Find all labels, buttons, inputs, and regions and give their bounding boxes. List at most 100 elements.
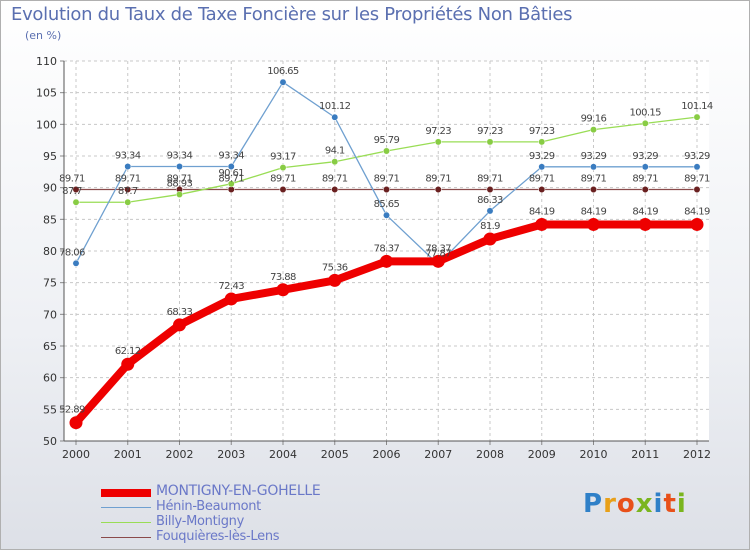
logo-letter: x: [635, 489, 654, 519]
data-point-billy: [590, 126, 597, 134]
axis-layer: 50 55 60 65 70 75 80 85 90 95 100 105 110 2000 2001 200…: [36, 55, 711, 461]
data-point-billy: [641, 119, 649, 127]
data-label-montigny: 75.36: [322, 262, 348, 273]
y-tick-label: 95: [43, 150, 57, 163]
data-point-montigny: [224, 292, 238, 306]
data-label-fouquieres: 89.71: [374, 174, 400, 185]
data-point-billy: [227, 180, 235, 188]
data-point-fouquieres: [538, 186, 546, 193]
data-label-henin: 93.29: [632, 151, 658, 162]
data-point-henin: [72, 259, 80, 267]
y-tick-label: 105: [36, 87, 57, 100]
data-point-fouquieres: [383, 186, 390, 193]
data-label-fouquieres: 89.71: [425, 174, 451, 185]
data-label-henin: 106.65: [267, 66, 299, 77]
x-tick-label: 2007: [424, 448, 452, 461]
data-label-henin: 93.34: [115, 151, 141, 162]
data-label-fouquieres: 89.71: [581, 174, 607, 185]
data-label-billy: 93.17: [270, 152, 296, 163]
data-label-fouquieres: 89.71: [59, 174, 85, 185]
data-label-billy: 97.23: [529, 126, 555, 137]
data-point-henin: [590, 163, 597, 171]
data-point-fouquieres: [331, 186, 339, 193]
data-label-henin: 77.87: [425, 248, 451, 259]
data-label-fouquieres: 89.71: [684, 174, 710, 185]
data-point-montigny: [380, 254, 393, 268]
legend-label-billy: Billy-Montigny: [156, 514, 245, 529]
data-label-montigny: 78.37: [374, 243, 400, 254]
y-tick-label: 110: [36, 55, 57, 68]
x-tick-label: 2002: [166, 448, 194, 461]
data-point-fouquieres: [279, 186, 287, 193]
proxiti-logo: Proxiti: [583, 489, 687, 519]
x-tick-label: 2011: [631, 448, 659, 461]
data-label-montigny: 84.19: [581, 206, 607, 217]
chart-title: Evolution du Taux de Taxe Foncière sur l…: [11, 4, 573, 25]
data-point-fouquieres: [486, 186, 494, 193]
data-label-billy: 97.23: [425, 126, 451, 137]
data-point-fouquieres: [434, 186, 442, 193]
logo-letter: r: [603, 489, 617, 519]
data-point-henin: [486, 207, 494, 215]
data-label-fouquieres: 89.71: [270, 174, 296, 185]
logo-letter: o: [616, 489, 636, 519]
x-tick-label: 2004: [269, 448, 297, 461]
logo-letter: P: [583, 489, 604, 519]
logo-letter: i: [653, 489, 664, 519]
data-point-fouquieres: [72, 186, 80, 193]
data-label-montigny: 84.19: [684, 206, 710, 217]
x-tick-label: 2008: [476, 448, 504, 461]
y-tick-label: 60: [43, 372, 57, 385]
legend-label-henin: Hénin-Beaumont: [156, 499, 261, 514]
data-point-henin: [124, 163, 132, 170]
grid-layer: [64, 60, 709, 442]
data-label-fouquieres: 89.71: [529, 174, 555, 185]
data-label-billy: 88.93: [167, 178, 193, 189]
data-label-fouquieres: 89.71: [322, 174, 348, 185]
x-tick-label: 2010: [580, 448, 608, 461]
data-label-billy: 90.61: [218, 168, 244, 179]
data-label-montigny: 81.9: [480, 221, 500, 232]
data-point-montigny: [483, 232, 497, 246]
legend-swatch-henin: [101, 507, 151, 508]
data-label-fouquieres: 89.71: [477, 174, 503, 185]
series-layer: [69, 78, 704, 430]
data-point-billy: [538, 138, 546, 146]
data-label-henin: 86.33: [477, 195, 503, 206]
plot-area: [64, 61, 709, 441]
y-tick-label: 85: [43, 213, 57, 226]
data-point-henin: [331, 113, 339, 121]
data-label-fouquieres: 89.71: [167, 174, 193, 185]
data-point-billy: [124, 198, 132, 206]
data-label-montigny: 84.19: [529, 206, 555, 217]
data-label-fouquieres: 89.71: [218, 174, 244, 185]
data-label-billy: 97.23: [477, 126, 503, 137]
data-point-henin: [641, 163, 649, 171]
data-point-billy: [486, 138, 494, 146]
data-label-henin: 93.29: [581, 151, 607, 162]
data-point-montigny: [587, 217, 600, 231]
legend-swatch-montigny: [101, 489, 151, 497]
legend-swatch-fouquieres: [101, 537, 151, 538]
data-label-billy: 94.1: [325, 146, 345, 157]
data-point-montigny: [173, 318, 186, 332]
data-label-fouquieres: 89.71: [115, 174, 141, 185]
data-label-montigny: 62.12: [115, 346, 141, 357]
x-tick-label: 2005: [321, 448, 349, 461]
data-label-montigny: 73.88: [270, 272, 296, 283]
data-point-fouquieres: [641, 186, 649, 193]
x-tick-label: 2006: [373, 448, 401, 461]
data-label-henin: 93.34: [218, 151, 244, 162]
data-label-henin: 101.12: [319, 101, 351, 112]
y-tick-label: 55: [43, 403, 57, 416]
x-tick-label: 2003: [217, 448, 245, 461]
data-label-billy: 99.16: [581, 114, 607, 125]
data-point-billy: [72, 198, 80, 206]
data-point-fouquieres: [693, 186, 701, 193]
x-tick-label: 2000: [62, 448, 90, 461]
data-label-henin: 93.29: [684, 151, 710, 162]
x-tick-label: 2001: [114, 448, 142, 461]
data-label-billy: 87.7: [118, 186, 138, 197]
data-point-billy: [434, 138, 442, 146]
